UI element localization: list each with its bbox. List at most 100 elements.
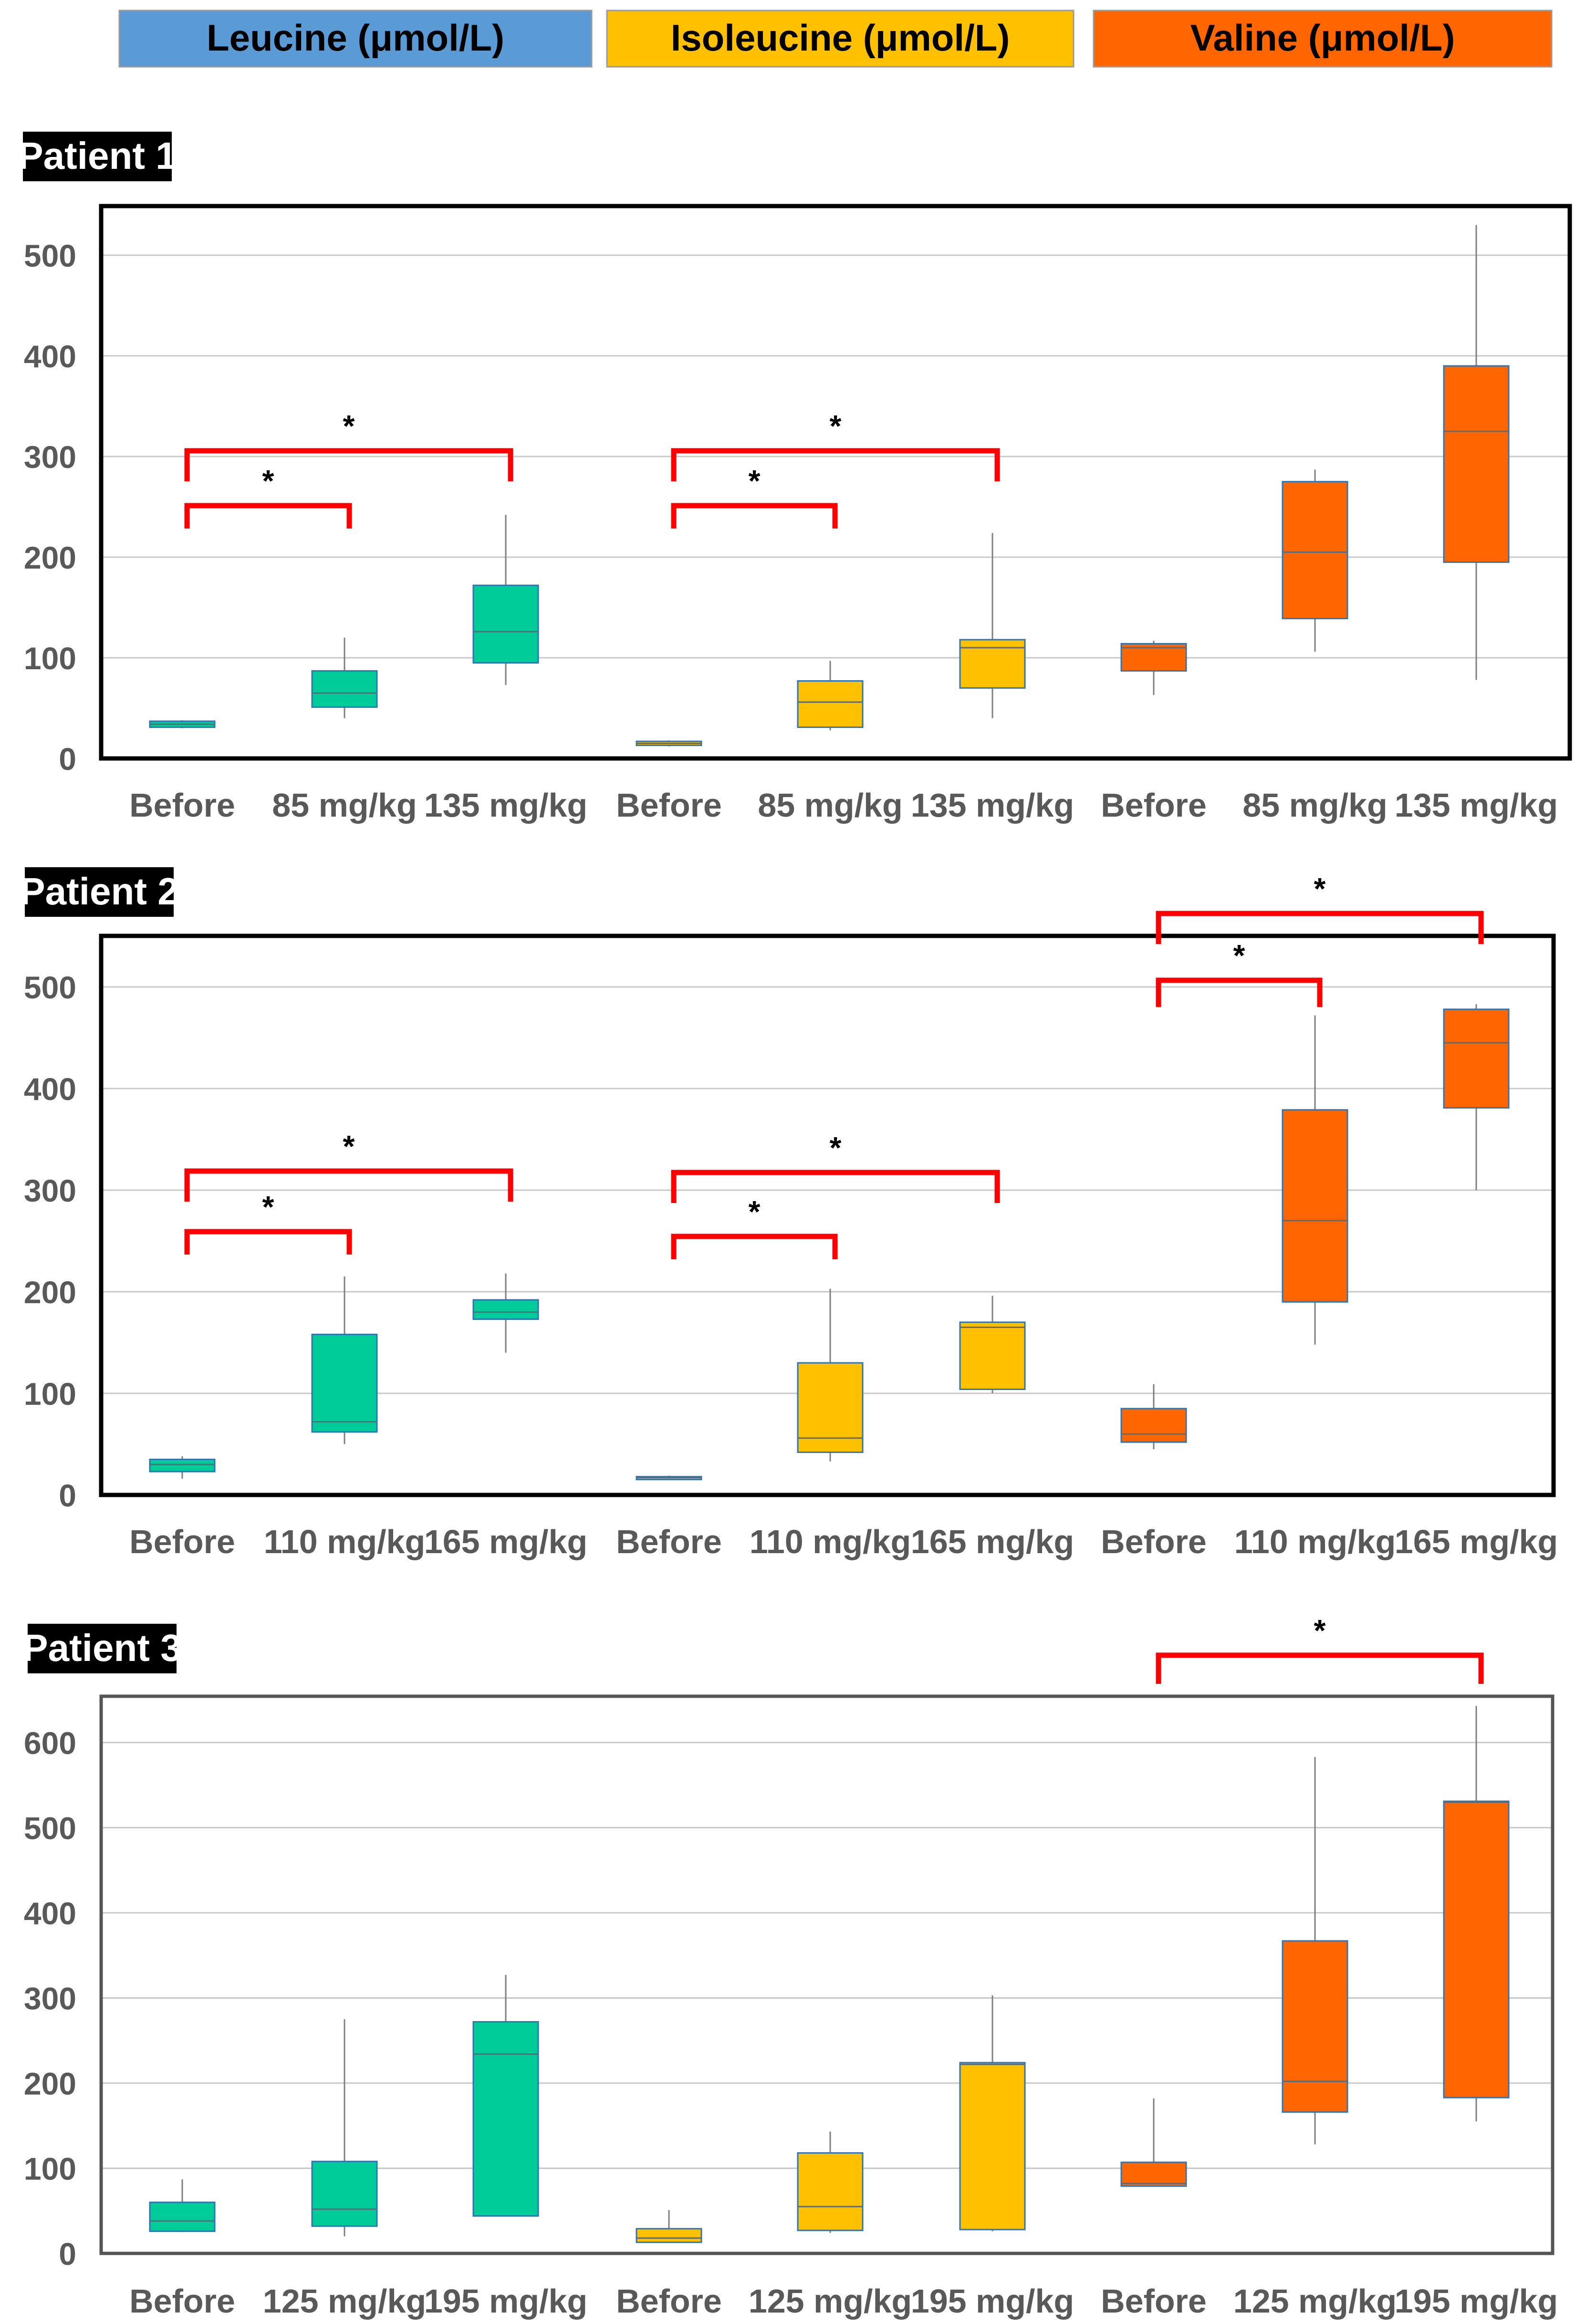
- box-iqr: [959, 2062, 1026, 2231]
- legend-swatch-leucine: [118, 10, 593, 68]
- legend-item-leucine: Leucine (μmol/L): [118, 10, 593, 68]
- x-category-label: 85 mg/kg: [272, 787, 417, 824]
- box-isoleucine-3: [959, 1995, 1026, 2231]
- significance-bracket: *: [1156, 938, 1323, 1007]
- bracket-line: [671, 1170, 1000, 1203]
- x-category-label: Before: [1101, 787, 1207, 824]
- box-iqr: [1443, 365, 1510, 563]
- significance-label: *: [1314, 872, 1326, 906]
- plot-frame: [99, 204, 1572, 761]
- bracket-line: [184, 1168, 513, 1202]
- significance-label: *: [262, 1190, 274, 1224]
- x-category-label: Before: [129, 2282, 235, 2320]
- y-tick-label: 400: [24, 1896, 76, 1931]
- patient-title: Patient 2: [20, 870, 178, 913]
- y-tick-label: 400: [24, 339, 76, 374]
- box-leucine-3: [472, 1975, 539, 2217]
- significance-bracket: *: [184, 1190, 352, 1255]
- box-isoleucine-1: [636, 740, 702, 747]
- box-iqr: [959, 639, 1026, 689]
- bracket-line: [184, 448, 513, 481]
- plot-frame: [99, 1694, 1555, 2255]
- x-category-label: 85 mg/kg: [1242, 787, 1387, 824]
- box-isoleucine-2: [797, 1288, 864, 1462]
- x-category-label: 125 mg/kg: [263, 2282, 426, 2320]
- box-isoleucine-3: [959, 1296, 1026, 1393]
- box-iqr: [1282, 1940, 1348, 2113]
- significance-bracket: *: [184, 1129, 513, 1202]
- box-iqr: [472, 1299, 539, 1320]
- significance-label: *: [343, 1129, 355, 1163]
- x-category-label: 195 mg/kg: [1395, 2282, 1558, 2320]
- x-category-label: 195 mg/kg: [911, 2282, 1074, 2320]
- box-isoleucine-1: [636, 1475, 702, 1481]
- bracket-line: [184, 503, 352, 529]
- x-category-label: Before: [129, 1523, 235, 1560]
- significance-bracket: *: [184, 464, 352, 529]
- significance-label: *: [749, 464, 761, 498]
- legend-item-valine: Valine (μmol/L): [1093, 10, 1553, 68]
- box-iqr: [1282, 481, 1348, 620]
- box-iqr: [797, 2152, 864, 2231]
- box-valine-1: [1120, 2098, 1187, 2187]
- x-category-label: Before: [616, 1523, 722, 1560]
- x-category-label: 125 mg/kg: [749, 2282, 912, 2320]
- box-valine-3: [1443, 225, 1510, 680]
- significance-label: *: [749, 1194, 761, 1229]
- box-valine-1: [1120, 1384, 1187, 1450]
- box-leucine-3: [472, 1273, 539, 1353]
- box-iqr: [472, 2021, 539, 2217]
- box-leucine-1: [149, 1456, 216, 1479]
- legend-label-leucine: Leucine (μmol/L): [207, 17, 504, 59]
- significance-bracket: *: [184, 409, 513, 481]
- bracket-line: [671, 503, 838, 529]
- significance-bracket: *: [671, 409, 1000, 481]
- box-iqr: [797, 680, 864, 728]
- legend: Leucine (μmol/L) Isoleucine (μmol/L) Val…: [118, 10, 1553, 68]
- box-iqr: [959, 1321, 1026, 1390]
- box-isoleucine-2: [797, 661, 864, 730]
- box-leucine-2: [311, 637, 378, 718]
- significance-label: *: [1233, 938, 1245, 973]
- significance-bracket: *: [671, 1131, 1000, 1203]
- y-tick-label: 0: [59, 2236, 76, 2272]
- box-valine-2: [1282, 1015, 1348, 1345]
- patient-title: Patient 1: [18, 135, 177, 177]
- significance-bracket: *: [1156, 1613, 1484, 1684]
- y-tick-label: 100: [24, 2151, 76, 2187]
- x-category-label: 195 mg/kg: [424, 2282, 587, 2320]
- bracket-line: [1156, 911, 1484, 944]
- box-valine-2: [1282, 1757, 1348, 2145]
- y-tick-label: 100: [24, 1376, 76, 1411]
- box-valine-2: [1282, 469, 1348, 652]
- significance-label: *: [830, 1131, 842, 1165]
- significance-label: *: [1314, 1613, 1326, 1648]
- x-category-label: 135 mg/kg: [911, 787, 1074, 824]
- legend-swatch-valine: [1093, 10, 1553, 68]
- x-category-label: 110 mg/kg: [750, 1523, 911, 1560]
- x-category-label: 165 mg/kg: [911, 1523, 1074, 1560]
- box-iqr: [311, 2160, 378, 2227]
- bracket-line: [671, 1234, 838, 1259]
- panel-patient-3: Patient 3 0 100 200 300 400 500 600 Before 125 mg…: [22, 1613, 1558, 2320]
- x-category-label: 135 mg/kg: [424, 787, 587, 824]
- significance-bracket: *: [671, 1194, 838, 1259]
- y-tick-label: 500: [24, 1811, 76, 1846]
- box-valine-3: [1443, 1004, 1510, 1190]
- x-category-label: 85 mg/kg: [758, 787, 902, 824]
- box-iqr: [636, 2228, 702, 2243]
- y-tick-label: 400: [24, 1071, 76, 1107]
- box-valine-1: [1120, 641, 1187, 695]
- box-isoleucine-2: [797, 2131, 864, 2233]
- legend-label-valine: Valine (μmol/L): [1190, 17, 1455, 59]
- panel-patient-2: Patient 2 0 100 200 300 400 500 Before 110 mg/kg…: [20, 867, 1558, 1560]
- x-category-label: 110 mg/kg: [264, 1523, 426, 1560]
- bracket-line: [1156, 977, 1323, 1007]
- y-tick-label: 100: [24, 641, 76, 676]
- box-leucine-3: [472, 515, 539, 685]
- box-iqr: [1120, 1408, 1187, 1443]
- y-tick-label: 500: [24, 238, 76, 273]
- box-valine-3: [1443, 1706, 1510, 2122]
